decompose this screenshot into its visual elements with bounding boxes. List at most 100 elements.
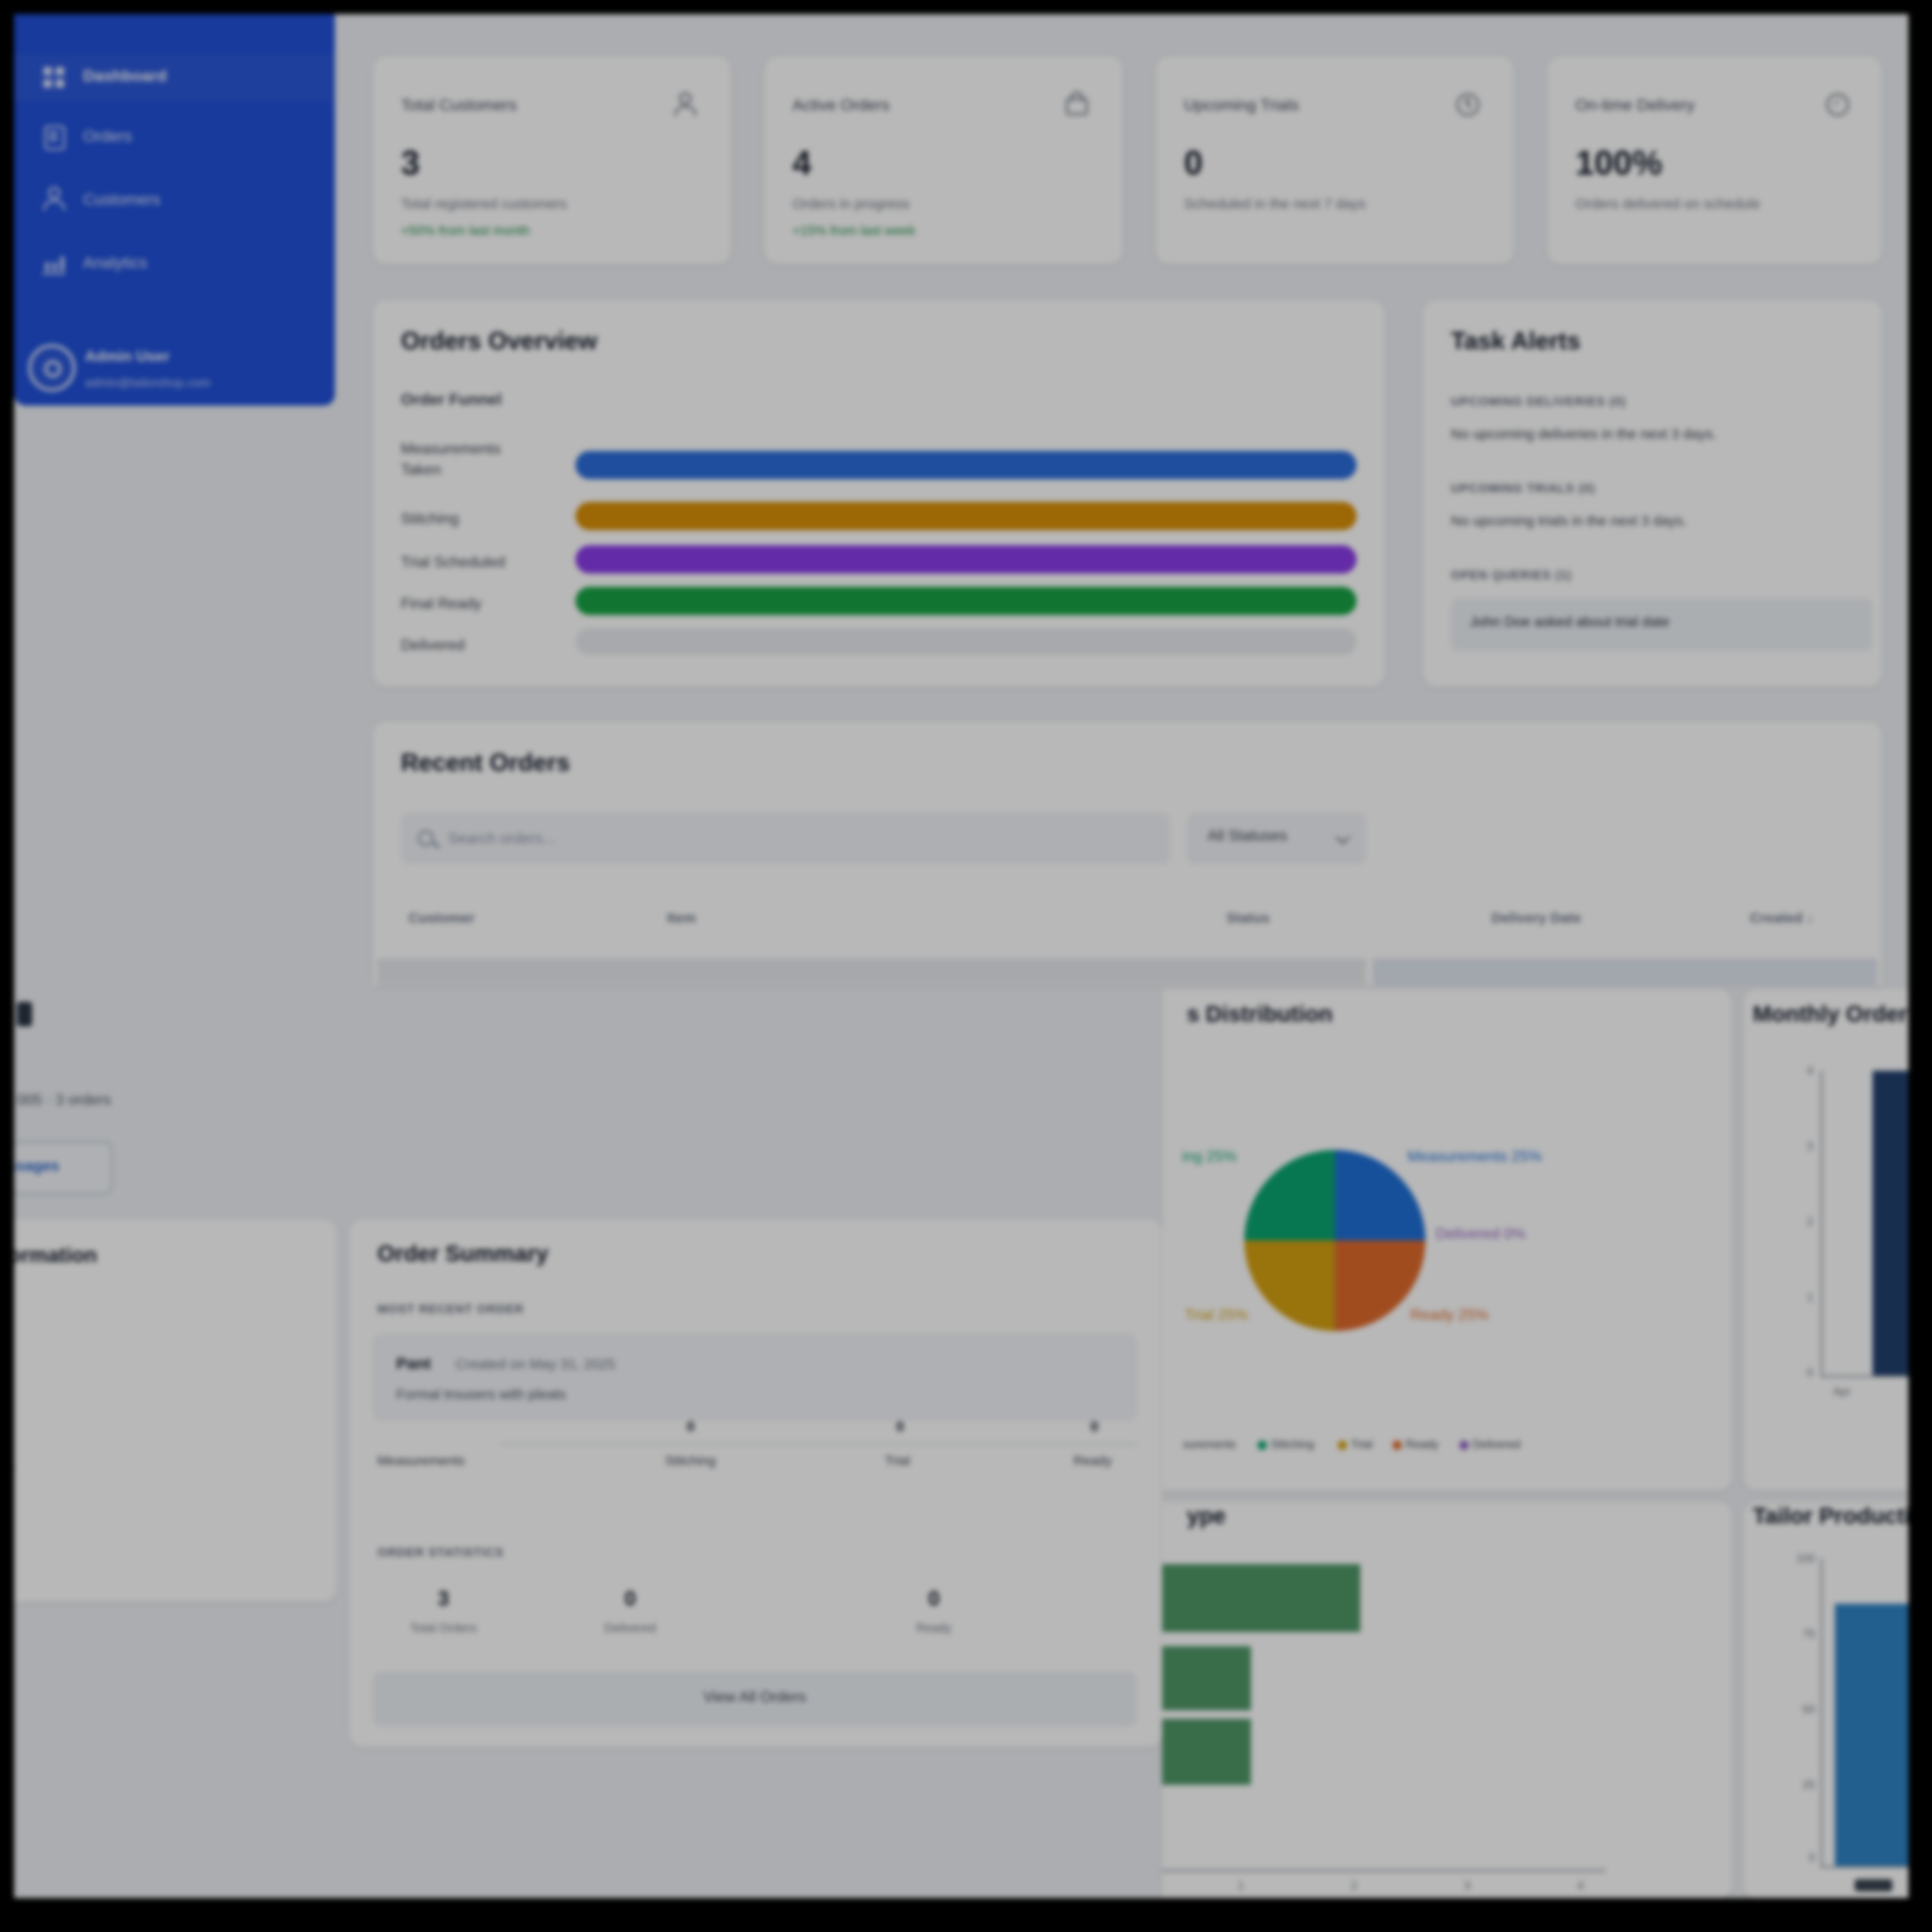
legend-dot-stitching: [1257, 1441, 1267, 1450]
clock-icon: [1456, 92, 1480, 117]
monthly-orders-panel: Monthly Orders 4 3 2 1 0 Apr: [1743, 989, 1908, 1491]
sidebar-item-label[interactable]: Dashboard: [83, 67, 167, 85]
pie-label-measurements: Measurements 25%: [1407, 1149, 1542, 1165]
step-count: 0: [896, 1419, 905, 1435]
alert-section-text: No upcoming trials in the next 3 days.: [1451, 513, 1688, 529]
legend-dot-ready: [1392, 1441, 1402, 1450]
x-tick-label: Apr: [1833, 1385, 1851, 1398]
legend-item: Delivered: [1473, 1438, 1521, 1451]
col-delivery-date: Delivery Date: [1491, 910, 1582, 926]
chevron-down-icon: [1335, 829, 1351, 845]
funnel-stage-label: Measurements Taken: [401, 441, 501, 478]
avatar[interactable]: [28, 344, 75, 391]
orders-by-type-panel: ype 1 2 3 4: [1162, 1502, 1732, 1898]
table-row[interactable]: [1373, 958, 1877, 985]
x-tick: 2: [1351, 1879, 1357, 1892]
stat-value: 0: [624, 1587, 637, 1610]
sidebar-item-orders[interactable]: Orders: [83, 127, 132, 145]
legend-item: Stitching: [1271, 1438, 1315, 1451]
step-label: Stitching: [665, 1453, 716, 1468]
pie-label-stitching: ing 25%: [1182, 1149, 1237, 1165]
panel-title: Recent Orders: [401, 748, 571, 776]
messages-button[interactable]: Messages: [14, 1141, 112, 1194]
panel-title: Orders Overview: [401, 326, 598, 355]
sidebar: Dashboard Orders Customers Analytics Adm…: [14, 14, 335, 406]
user-email: admin@tailorshop.com: [85, 375, 211, 390]
stat-card-value: 3: [401, 143, 421, 182]
pie-label-delivered: Delivered 0%: [1436, 1226, 1526, 1242]
panel-title: Monthly Orders: [1753, 1002, 1908, 1027]
y-tick: 0: [1808, 1851, 1815, 1864]
status-filter-value: All Statuses: [1208, 828, 1288, 844]
alert-section-label: UPCOMING DELIVERIES (0): [1451, 394, 1626, 408]
stat-card-value: 4: [792, 143, 812, 182]
y-tick: 3: [1807, 1140, 1813, 1153]
y-tick: 25: [1802, 1778, 1815, 1791]
check-circle-icon: [1825, 92, 1850, 117]
tailor-label-fragment: [1855, 1879, 1892, 1891]
funnel-bar-stitching: [575, 502, 1357, 530]
table-row[interactable]: [377, 958, 1366, 985]
x-axis: [1821, 1866, 1908, 1868]
type-bar: [1162, 1719, 1251, 1785]
query-item[interactable]: John Doe asked about trial date: [1451, 598, 1873, 651]
stat-card-value: 100%: [1575, 143, 1663, 182]
col-item: Item: [667, 910, 696, 926]
user-name: Admin User: [85, 349, 170, 365]
view-all-orders-label: View All Orders: [703, 1690, 807, 1706]
customer-name-fragment: [17, 1002, 32, 1026]
funnel-bar-delivered: [575, 628, 1357, 655]
y-tick: 75: [1802, 1627, 1815, 1641]
orders-overview-panel: Orders Overview Order Funnel Measurement…: [373, 300, 1385, 687]
info-field-label: Phone: [14, 1460, 15, 1476]
stat-card-title: Active Orders: [792, 96, 890, 114]
pie-label-ready: Ready 25%: [1410, 1307, 1489, 1324]
funnel-bar-final-ready: [575, 587, 1357, 615]
search-input[interactable]: [446, 824, 1148, 855]
stat-card-subtitle: Orders delivered on schedule: [1575, 196, 1760, 212]
y-tick: 4: [1807, 1064, 1813, 1077]
panel-title-fragment: s Distribution: [1187, 1002, 1333, 1027]
panel-title-fragment: ype: [1187, 1504, 1226, 1529]
stat-card-title: Total Customers: [401, 96, 517, 114]
status-filter-dropdown[interactable]: All Statuses: [1187, 813, 1366, 864]
funnel-stage-label: Delivered: [401, 638, 465, 654]
y-tick: 2: [1807, 1215, 1813, 1228]
stepper-first-label: Measurements: [377, 1453, 465, 1468]
step-label: Trial: [885, 1453, 910, 1468]
sidebar-item-analytics[interactable]: Analytics: [83, 254, 148, 272]
stat-label: Delivered: [604, 1621, 657, 1635]
view-all-orders-button[interactable]: View All Orders: [373, 1672, 1137, 1726]
person-icon: [673, 92, 697, 117]
legend-item: Trial: [1351, 1438, 1373, 1451]
panel-title: Task Alerts: [1451, 326, 1581, 355]
col-status: Status: [1226, 910, 1270, 926]
recent-orders-panel: Recent Orders All Statuses Customer Item…: [373, 722, 1882, 986]
funnel-stage-label: Trial Scheduled: [401, 555, 506, 571]
y-axis: [1821, 1558, 1823, 1866]
stat-card-upcoming-trials: Upcoming Trials 0 Scheduled in the next …: [1156, 57, 1514, 264]
stat-card-active-orders: Active Orders 4 Orders in progress +15% …: [764, 57, 1123, 264]
y-tick: 100: [1795, 1552, 1815, 1565]
status-pie-chart: [1244, 1150, 1425, 1331]
app-screen: Dashboard Orders Customers Analytics Adm…: [14, 14, 1908, 1898]
y-tick: 0: [1807, 1366, 1813, 1379]
stat-label: Ready: [916, 1621, 952, 1635]
search-box[interactable]: [401, 813, 1170, 864]
col-created-sort[interactable]: Created ↓: [1750, 910, 1814, 926]
panel-title: Tailor Productivity: [1753, 1504, 1908, 1529]
stat-card-title: Upcoming Trials: [1184, 96, 1299, 114]
sidebar-item-dashboard[interactable]: [14, 54, 335, 101]
step-count: 0: [687, 1419, 695, 1435]
analytics-icon: [42, 250, 65, 275]
x-tick: 4: [1577, 1879, 1584, 1892]
task-alerts-panel: Task Alerts UPCOMING DELIVERIES (0) No u…: [1423, 300, 1882, 687]
search-icon: [418, 830, 434, 846]
messages-button-label: Messages: [14, 1158, 59, 1174]
sidebar-item-customers[interactable]: Customers: [83, 191, 161, 208]
funnel-bar-measurements: [575, 451, 1357, 479]
order-summary-panel: Order Summary MOST RECENT ORDER Pant Cre…: [349, 1219, 1162, 1747]
stat-card-subtitle: Total registered customers: [401, 196, 567, 212]
x-tick: 1: [1238, 1879, 1244, 1892]
legend-item-fragment: surements: [1183, 1438, 1237, 1451]
